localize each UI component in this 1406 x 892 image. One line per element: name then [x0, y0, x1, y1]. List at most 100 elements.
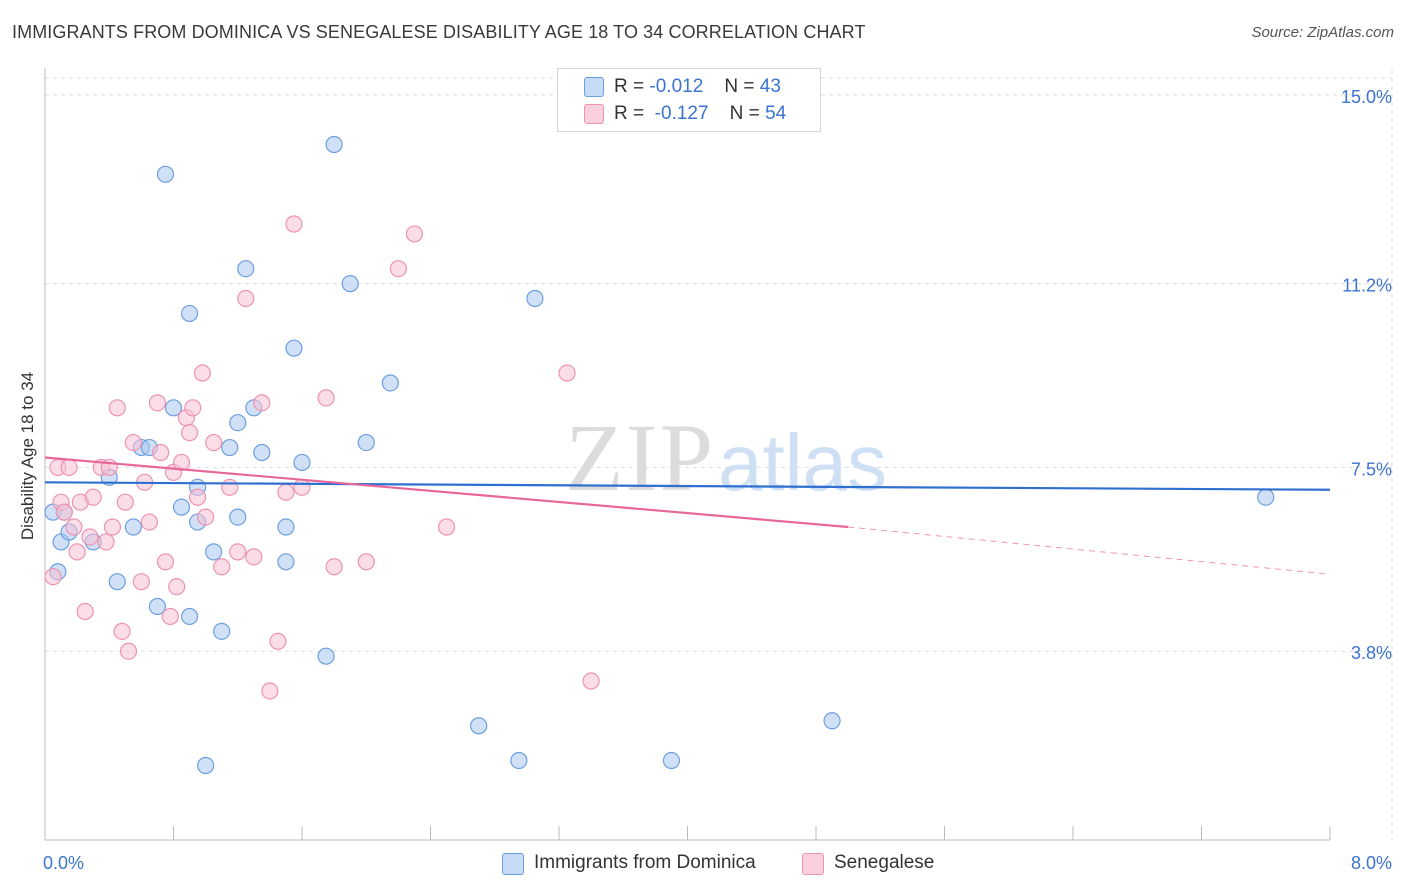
x-tick-label-max: 8.0%: [1351, 853, 1392, 873]
senegalese-point: [285, 215, 303, 233]
senegalese-point: [108, 399, 126, 417]
legend-swatch-senegalese: [584, 104, 604, 124]
x-tick-label-min: 0.0%: [43, 853, 84, 873]
senegalese-point: [237, 289, 255, 308]
senegalese-point: [132, 573, 150, 591]
senegalese-point: [213, 558, 231, 576]
senegalese-point: [293, 478, 311, 496]
correlation-legend: R = -0.012 N = 43 R = -0.127 N = 54: [557, 68, 821, 132]
senegalese-point: [44, 568, 62, 586]
legend-r-label: R =: [614, 103, 645, 124]
senegalese-point: [221, 478, 239, 496]
dominica-point: [213, 622, 231, 640]
senegalese-point: [193, 364, 212, 382]
watermark: ZIP atlas: [565, 404, 887, 511]
legend-r-value-senegalese: -0.127: [654, 103, 709, 124]
legend-r-label: R =: [614, 76, 645, 97]
dominica-point: [285, 339, 303, 357]
senegalese-point: [168, 578, 186, 596]
senegalese-point: [253, 394, 271, 412]
senegalese-point: [81, 528, 99, 546]
senegalese-trend-line: [44, 456, 849, 529]
dominica-point: [197, 756, 215, 775]
senegalese-point: [317, 389, 335, 407]
dominica-point: [164, 399, 183, 417]
senegalese-point: [84, 488, 102, 506]
source-credit: Source: ZipAtlas.com: [1251, 24, 1394, 41]
senegalese-point: [180, 424, 199, 442]
dominica-point: [510, 751, 528, 770]
senegalese-point: [103, 518, 122, 536]
dominica-point: [470, 717, 488, 735]
senegalese-point: [245, 548, 263, 566]
dominica-point: [180, 304, 199, 323]
tick-labels: 3.8% 7.5% 11.2% 15.0% 0.0% 8.0%: [43, 87, 1392, 873]
dominica-point: [229, 414, 247, 432]
dominica-point: [124, 518, 142, 536]
senegalese-point: [172, 453, 191, 472]
bottom-legend-swatch-senegalese: [802, 853, 824, 875]
senegalese-point: [389, 260, 407, 278]
dominica-point: [293, 453, 311, 472]
y-tick-label: 7.5%: [1351, 459, 1392, 479]
dominica-point: [172, 498, 191, 516]
senegalese-point: [325, 558, 343, 576]
legend-n-label: N =: [724, 76, 755, 97]
dominica-point: [277, 553, 295, 571]
legend-swatch-dominica: [584, 77, 604, 97]
dominica-point: [205, 543, 223, 561]
dominica-point: [526, 289, 544, 308]
senegalese-point: [405, 225, 424, 243]
senegalese-point: [124, 433, 142, 452]
senegalese-point: [357, 553, 375, 571]
chart-title: IMMIGRANTS FROM DOMINICA VS SENEGALESE D…: [12, 22, 866, 42]
data-points: [44, 135, 1275, 775]
legend-n-label: N =: [729, 103, 760, 124]
dominica-point: [156, 165, 175, 183]
senegalese-point: [55, 503, 73, 521]
y-axis-label: Disability Age 18 to 34: [18, 371, 37, 541]
senegalese-point: [437, 518, 456, 536]
bottom-legend-label-dominica: Immigrants from Dominica: [534, 852, 756, 873]
dominica-point: [357, 433, 375, 452]
legend-n-value-senegalese: 54: [765, 103, 787, 124]
senegalese-point: [152, 443, 170, 462]
senegalese-point: [116, 493, 134, 511]
y-tick-label: 15.0%: [1341, 87, 1392, 107]
dominica-point: [221, 438, 239, 457]
senegalese-point: [76, 602, 94, 621]
senegalese-trend-extension: [848, 526, 1331, 575]
bottom-legend-label-senegalese: Senegalese: [834, 852, 935, 873]
senegalese-point: [184, 399, 202, 417]
senegalese-point: [277, 483, 295, 501]
dominica-point: [180, 607, 199, 626]
dominica-trend-line: [44, 481, 1331, 491]
legend-n-value-dominica: 43: [759, 76, 781, 97]
senegalese-point: [97, 533, 115, 551]
senegalese-point: [161, 607, 179, 626]
watermark-atlas: atlas: [718, 418, 887, 507]
senegalese-point: [582, 672, 600, 690]
dominica-point: [317, 647, 335, 665]
senegalese-point: [60, 458, 78, 477]
gridlines: [45, 70, 1393, 840]
dominica-point: [1257, 488, 1275, 506]
senegalese-point: [65, 518, 83, 536]
dominica-point: [381, 374, 399, 392]
senegalese-point: [261, 682, 279, 700]
dominica-point: [148, 597, 167, 616]
dominica-point: [108, 573, 126, 591]
dominica-point: [229, 508, 247, 526]
dominica-point: [823, 712, 841, 730]
senegalese-point: [119, 642, 138, 660]
dominica-point: [662, 751, 681, 770]
senegalese-point: [269, 632, 287, 650]
bottom-legend-swatch-dominica: [502, 853, 524, 875]
dominica-point: [325, 135, 343, 154]
y-tick-label: 3.8%: [1351, 643, 1392, 663]
legend-r-value-dominica: -0.012: [649, 76, 704, 97]
dominica-point: [341, 275, 359, 293]
senegalese-point: [188, 488, 207, 506]
senegalese-point: [197, 508, 215, 526]
